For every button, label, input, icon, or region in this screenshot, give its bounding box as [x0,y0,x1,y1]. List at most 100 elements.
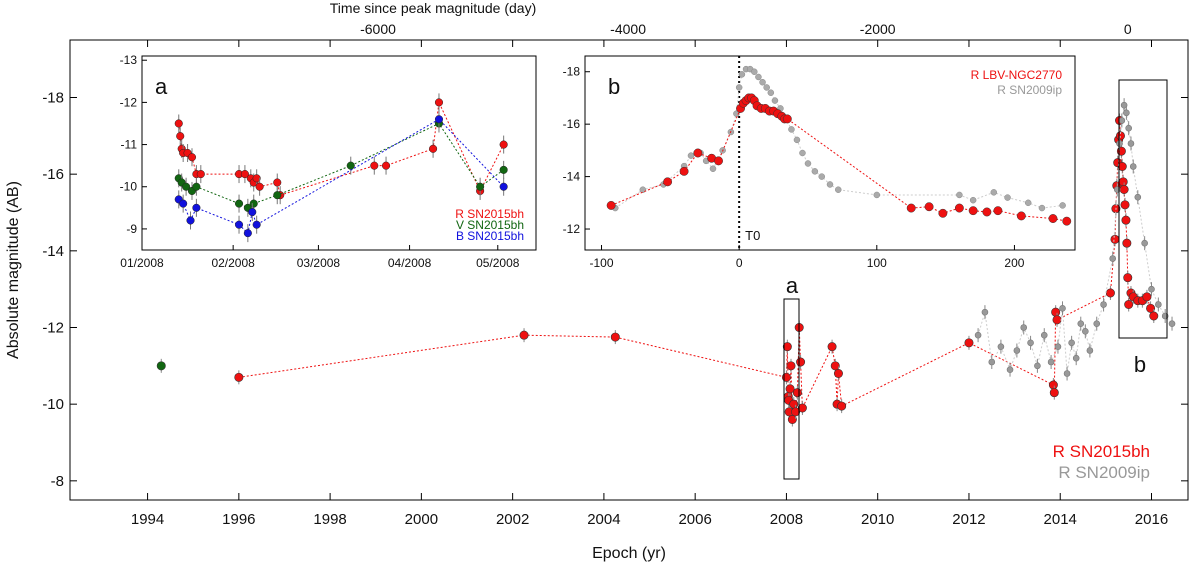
inset-b-data-point [693,148,703,158]
data-point [1110,234,1120,244]
inset-a-legend-r: R SN2015bh [455,207,524,221]
data-point [1049,388,1059,398]
data-point [1093,320,1101,327]
data-point [974,331,982,339]
data-point [1105,288,1115,298]
data-point [1027,339,1034,347]
data-point [1077,320,1085,327]
data-point [156,361,166,371]
inset-a-title: a [155,74,168,99]
data-point [1121,215,1131,225]
x-tick-label: 2000 [405,511,438,528]
data-point [1052,315,1062,325]
inset-a-data-point [255,182,264,191]
data-point [1120,200,1130,210]
inset-a-y-tick-label: -9 [126,222,137,236]
inset-b-data-point [924,202,934,212]
inset-b-data-point [714,156,723,166]
inset-a-series-line [178,118,505,235]
inset-a-y-tick-label: -12 [120,95,138,109]
inset-b-data-point [811,168,819,175]
inset-a-legend-b: B SN2015bh [456,229,524,243]
data-point [610,332,620,342]
data-point [1168,320,1176,327]
inset-a-data-point [499,140,508,149]
x-tick-label: 1998 [313,511,346,528]
inset-a-data-point [429,144,438,153]
data-point [1068,339,1075,347]
data-point [1127,140,1135,147]
inset-b-data-point [788,126,795,133]
data-point [1109,255,1117,262]
inset-a-data-point [370,161,379,170]
inset-b-data-point [969,196,977,204]
data-point [1118,177,1128,187]
inset-a-y-tick-label: -10 [120,180,138,194]
inset-a-data-point [381,161,391,170]
x-axis-label: Epoch (yr) [592,545,666,562]
legend-r-sn2015bh: R SN2015bh [1053,442,1150,461]
inset-a-data-point [192,182,201,191]
series-line [977,105,1173,374]
x-tick-label: 2016 [1135,511,1168,528]
data-point [519,330,529,340]
inset-b-data-point [906,203,916,213]
inset-b-data-point [771,97,779,104]
inset-b-data-point [755,73,762,81]
data-point [1086,347,1094,354]
inset-b-data-point [826,181,834,188]
top-tick-label: -6000 [360,21,396,37]
inset-b-data-point [767,89,775,96]
inset-b-data-point [993,206,1003,216]
data-point [837,401,847,411]
inset-a-data-point [179,199,188,208]
data-point [1125,124,1132,132]
data-point [1122,238,1132,248]
inset-b-data-point [763,84,770,91]
data-point [787,414,797,424]
inset-a-data-point [434,115,444,124]
x-tick-label: 2004 [587,511,620,528]
inset-b-y-tick-label: -14 [563,170,581,184]
data-point [1048,380,1058,390]
inset-b-data-point [679,166,689,176]
data-point [830,361,840,371]
data-point [1054,343,1062,350]
data-point [785,384,795,394]
inset-a-data-point [273,191,282,200]
data-point [1100,301,1107,308]
inset-a-y-tick-label: -13 [120,53,138,67]
inset-a-data-point [252,220,261,229]
data-point [1040,331,1048,339]
inset-b-y-tick-label: -12 [563,222,581,236]
inset-b-x-tick-label: 200 [1004,256,1024,270]
inset-b-y-tick-label: -16 [563,117,581,131]
inset-b-data-point [793,136,801,144]
inset-b-data-point [954,203,964,213]
top-tick-label: 0 [1124,21,1132,37]
inset-b-legend-lbv: R LBV-NGC2770 [971,68,1063,82]
inset-b-data-point [1062,216,1072,226]
inset-a-x-tick-label: 02/2008 [211,256,255,270]
inset-a-series [174,93,508,243]
inset-b-data-point [606,200,616,210]
main-ticks: 1994 1996 1998 2000 2002 2004 2006 2008 2010 2012… [42,21,1188,528]
data-point [997,343,1005,350]
data-point [1124,299,1134,309]
inset-a-legend-v: V SN2015bh [456,218,524,232]
inset-b-data-point [751,68,758,75]
data-point [1141,239,1148,247]
main-plot-frame [69,39,1189,501]
inset-b-data-point [990,189,998,196]
inset-a-data-point [499,165,508,174]
inset-b: -100 0 100 200-12-14-16-18 b R LBV-NGC2770 … [563,55,1076,270]
inset-b-series-line [615,68,1063,209]
data-point [1129,163,1137,170]
data-point [1115,131,1125,141]
top-tick-label: -4000 [610,21,646,37]
inset-b-data-point [738,71,746,78]
inset-a-data-point [192,203,201,212]
data-point [1119,185,1129,195]
y-axis-label: Absolute magnitude (AB) [5,181,22,359]
